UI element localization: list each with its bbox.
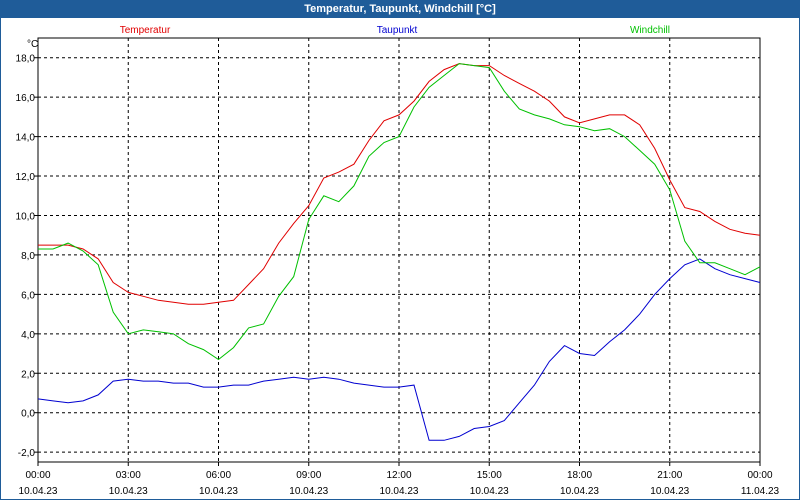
legend: Temperatur Taupunkt Windchill	[120, 25, 670, 36]
y-tick-label: 14,0	[16, 133, 36, 144]
x-tick-date-label: 10.04.23	[560, 486, 599, 497]
y-tick-label: 8,0	[21, 251, 35, 262]
y-tick-label: 2,0	[21, 369, 35, 380]
x-tick-time-label: 15:00	[477, 470, 502, 481]
x-tick-time-label: 06:00	[206, 470, 231, 481]
y-tick-label: 0,0	[21, 409, 35, 420]
x-tick-time-label: 03:00	[116, 470, 141, 481]
y-axis-label: °C	[27, 39, 38, 50]
x-tick-date-label: 10.04.23	[470, 486, 509, 497]
series-lines	[37, 63, 761, 441]
series-line-windchill	[38, 63, 761, 361]
x-tick-time-label: 18:00	[567, 470, 592, 481]
x-tick-time-label: 09:00	[296, 470, 321, 481]
y-tick-label: -2,0	[18, 448, 36, 459]
x-tick-date-label: 10.04.23	[380, 486, 419, 497]
series-line-temperatur	[38, 63, 761, 305]
y-tick-label: 16,0	[16, 93, 36, 104]
y-tick-label: 18,0	[16, 54, 36, 65]
x-tick-time-label: 12:00	[386, 470, 411, 481]
x-tick-time-label: 21:00	[657, 470, 682, 481]
x-tick-date-label: 10.04.23	[650, 486, 689, 497]
legend-entry-taupunkt: Taupunkt	[377, 25, 418, 36]
y-tick-label: 10,0	[16, 211, 36, 222]
x-axis-ticks: 00:00 10.04.23 03:00 10.04.23 06:00 10.04.23 0…	[19, 462, 780, 497]
series-line-taupunkt	[37, 258, 761, 441]
x-tick-time-label: 00:00	[25, 470, 50, 481]
window-title: Temperatur, Taupunkt, Windchill [°C]	[0, 0, 800, 18]
x-tick-date-label: 10.04.23	[19, 486, 58, 497]
x-tick-date-label: 10.04.23	[289, 486, 328, 497]
legend-entry-windchill: Windchill	[630, 25, 670, 36]
x-tick-time-label: 00:00	[747, 470, 772, 481]
y-axis-ticks: -2,0 0,0 2,0 4,0 6,0 8,0 10,0 12,0 14,0 16,0 18,0	[16, 54, 38, 459]
grid-lines	[38, 38, 760, 462]
x-tick-date-label: 10.04.23	[109, 486, 148, 497]
x-tick-date-label: 11.04.23	[741, 486, 780, 497]
y-tick-label: 12,0	[16, 172, 36, 183]
y-tick-label: 4,0	[21, 330, 35, 341]
y-tick-label: 6,0	[21, 290, 35, 301]
x-tick-date-label: 10.04.23	[199, 486, 238, 497]
legend-entry-temperatur: Temperatur	[120, 25, 171, 36]
